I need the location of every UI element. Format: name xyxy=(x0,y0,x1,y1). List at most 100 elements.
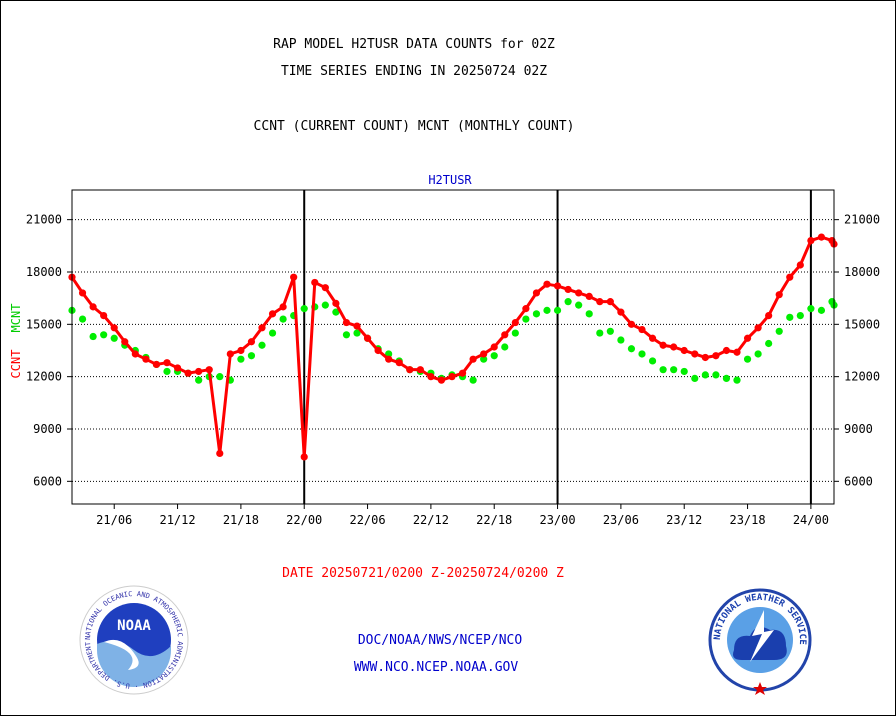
ccnt-point xyxy=(754,324,762,332)
mcnt-point xyxy=(258,341,266,349)
mcnt-point xyxy=(606,327,614,335)
ccnt-point xyxy=(416,366,424,374)
mcnt-point xyxy=(522,315,530,323)
mcnt-point xyxy=(807,305,815,313)
ccnt-point xyxy=(722,346,731,355)
y-tick-label-left: 21000 xyxy=(26,213,62,227)
header-line-2: TIME SERIES ENDING IN 20250724 02Z xyxy=(280,64,548,79)
mcnt-point xyxy=(670,366,678,374)
org-path: DOC/NOAA/NWS/NCEP/NCO xyxy=(357,633,523,648)
mcnt-point xyxy=(691,374,699,382)
ccnt-point xyxy=(775,291,783,299)
ccnt-point xyxy=(575,289,583,297)
ccnt-point xyxy=(458,369,467,377)
ccnt-point xyxy=(100,312,108,320)
ccnt-point xyxy=(226,350,234,358)
plot-area-frame xyxy=(71,189,835,505)
ccnt-point xyxy=(522,305,530,313)
mcnt-point xyxy=(469,376,477,384)
mcnt-point xyxy=(501,343,509,351)
ccnt-point xyxy=(110,324,118,332)
mcnt-point xyxy=(216,373,224,381)
y-tick-label-right: 6000 xyxy=(844,474,873,488)
header-line-3: CCNT (CURRENT COUNT) MCNT (MONTHLY COUNT… xyxy=(253,119,575,134)
ccnt-point xyxy=(184,369,192,377)
mcnt-point xyxy=(543,306,551,314)
ccnt-point xyxy=(173,364,182,372)
ccnt-point xyxy=(617,308,625,316)
mcnt-point xyxy=(300,305,308,313)
y-axis-label-ccnt: CCNT xyxy=(9,350,23,379)
ccnt-point xyxy=(596,298,604,306)
ccnt-point xyxy=(374,346,382,355)
ccnt-point xyxy=(659,341,667,349)
mcnt-point xyxy=(110,334,118,342)
ccnt-point xyxy=(195,367,203,376)
mcnt-point xyxy=(532,310,541,318)
ccnt-point xyxy=(406,366,414,374)
axis-layer: 6000 6000 9000 9000 12000 12000 15000 15000 1800… xyxy=(26,189,880,527)
series-line-ccnt xyxy=(70,235,836,459)
mcnt-point xyxy=(480,355,488,363)
mcnt-point xyxy=(89,332,97,341)
mcnt-point xyxy=(332,308,340,316)
x-tick-label: 21/12 xyxy=(159,513,195,527)
ccnt-point xyxy=(321,284,329,292)
mcnt-point xyxy=(564,298,572,306)
ccnt-point xyxy=(501,331,509,339)
mcnt-point xyxy=(353,329,361,337)
y-tick-label-left: 6000 xyxy=(33,474,62,488)
ccnt-point xyxy=(606,298,614,306)
ccnt-point xyxy=(480,350,488,358)
ccnt-point xyxy=(142,355,150,363)
y-tick-label-right: 9000 xyxy=(844,422,873,436)
ccnt-point xyxy=(627,320,636,328)
ccnt-point xyxy=(691,350,699,358)
ccnt-point xyxy=(817,233,826,241)
x-tick-label: 21/18 xyxy=(223,513,259,527)
x-tick-label: 22/18 xyxy=(476,513,512,527)
mcnt-point xyxy=(775,327,783,335)
x-tick-label: 22/06 xyxy=(349,513,385,527)
mcnt-point xyxy=(743,355,752,363)
ccnt-point xyxy=(311,278,319,287)
mcnt-point xyxy=(321,301,329,309)
ccnt-point xyxy=(733,348,741,356)
ccnt-point xyxy=(680,346,688,355)
mcnt-point xyxy=(78,315,87,323)
ccnt-point xyxy=(247,338,256,346)
x-tick-label: 23/12 xyxy=(666,513,702,527)
ccnt-point xyxy=(216,449,224,458)
ccnt-point xyxy=(765,312,773,320)
ccnt-point xyxy=(237,346,245,355)
ccnt-point xyxy=(279,303,287,311)
mcnt-point xyxy=(786,313,794,321)
ccnt-point xyxy=(469,355,477,363)
x-tick-label: 22/00 xyxy=(286,513,322,527)
ccnt-point xyxy=(553,282,562,290)
ccnt-point xyxy=(89,303,97,311)
x-tick-label: 21/06 xyxy=(96,513,132,527)
ccnt-point xyxy=(131,350,139,358)
y-tick-label-left: 18000 xyxy=(26,265,62,279)
mcnt-point xyxy=(596,329,604,337)
ccnt-point xyxy=(786,273,794,281)
y-tick-label-right: 21000 xyxy=(844,213,880,227)
ccnt-point xyxy=(258,324,266,332)
header-line-1: RAP MODEL H2TUSR DATA COUNTS for 02Z xyxy=(273,37,555,52)
ccnt-point xyxy=(543,280,551,288)
ccnt-point xyxy=(638,325,646,334)
ccnt-point xyxy=(205,366,213,374)
y-tick-label-left: 15000 xyxy=(26,317,62,331)
mcnt-point xyxy=(765,339,773,348)
ccnt-point xyxy=(78,289,87,297)
ccnt-point xyxy=(152,360,161,369)
y-tick-label-right: 12000 xyxy=(844,370,880,384)
mcnt-point xyxy=(279,315,287,323)
mcnt-point xyxy=(247,352,256,360)
grid-layer xyxy=(72,190,834,504)
date-range: DATE 20250721/0200 Z-20250724/0200 Z xyxy=(282,566,564,581)
ccnt-point xyxy=(532,289,541,297)
mcnt-point xyxy=(163,367,171,376)
